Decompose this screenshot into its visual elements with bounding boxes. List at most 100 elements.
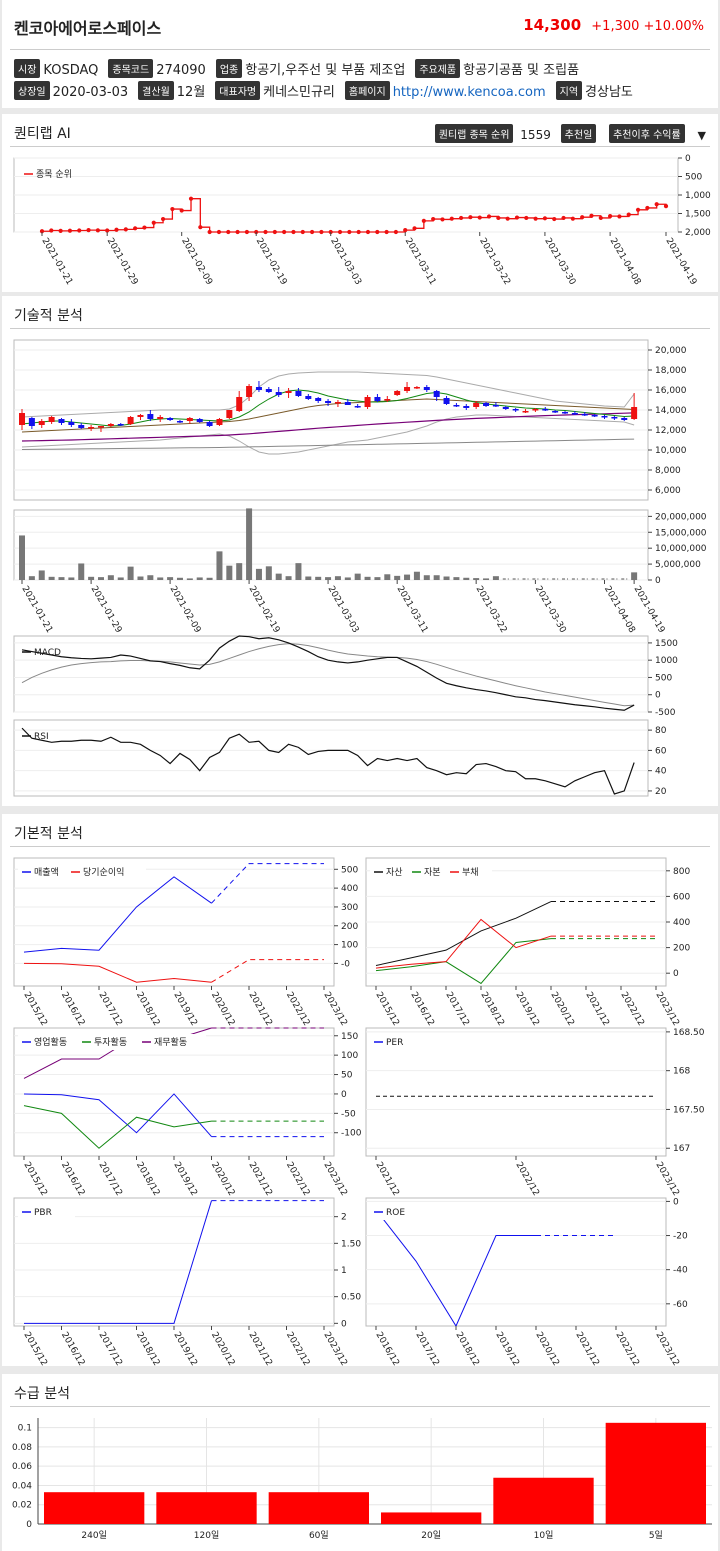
x-tick-label: 2023/12 [321,991,348,1028]
ma120-line [21,438,635,450]
rank-point [58,228,63,233]
y-tick-label: 100 [341,941,358,951]
rank-point [393,229,399,235]
legend-label: 자산 [386,867,403,878]
x-tick-label: 2019/12 [171,991,198,1028]
y-tick-label: 0.08 [12,1443,32,1453]
candle-body [492,405,499,407]
rank-point [356,229,361,235]
y-tick-label: 300 [341,903,358,913]
rank-point [459,215,464,221]
rank-point [635,207,641,212]
candle-body [305,396,312,399]
price-box: 14,300 +1,300 +10.00% [523,16,704,34]
series-line [23,876,212,953]
rank-point [514,215,520,220]
candle-body [137,415,144,417]
series-forecast-line [211,959,324,983]
candle-body [621,418,628,420]
rank-point [375,229,380,235]
volume-bar [285,576,292,580]
rank-point [384,229,389,235]
rank-point [123,227,128,232]
info-tag: 상장일 [14,81,50,100]
legend-label: 재무활동 [154,1036,187,1048]
x-tick-label: 2017/12 [96,1161,123,1198]
candle-body [413,387,420,389]
rank-point [179,208,184,213]
rank-point [542,216,548,221]
y-tick-label: -100 [341,1129,362,1139]
x-tick-label: 2023/12 [653,991,680,1028]
rank-point [244,229,249,235]
volume-bar [483,578,490,580]
info-value: 12월 [176,85,206,100]
volume-bar [423,575,430,580]
y-tick-label: 0 [341,1319,347,1329]
candle-body [374,397,381,401]
candle-body [295,391,302,396]
x-tick-label: 2017/12 [96,1331,123,1367]
supply-bar [381,1512,482,1524]
rank-point [533,216,538,221]
x-tick-label: 2016/12 [59,1161,86,1198]
info-value: 2020-03-03 [52,85,129,100]
rank-point [440,217,445,222]
volume-bar [433,575,440,580]
x-tick-label: 2018/12 [134,991,161,1028]
volume-bar [354,573,361,580]
x-tick-label: 2020/12 [533,1331,560,1367]
candle-body [167,418,174,420]
y-tick-label: 1 [341,1266,347,1276]
candle-body [542,409,549,411]
volume-bar [325,577,332,580]
price-change: +1,300 [591,19,640,34]
rank-point [580,215,585,220]
info-row-2: 상장일 2020-03-03 결산월 12월 대표자명 케네스민규리 홈페이지 http://… [14,81,643,100]
x-tick-label: 2021-03-03 [328,237,363,287]
candle-body [344,402,351,405]
volume-bar [206,577,213,580]
homepage-link[interactable]: http://www.kencoa.com [392,85,546,100]
rank-point [645,205,650,211]
x-tick-label: 2021-04-08 [602,585,637,636]
y-tick-label: 20 [655,787,667,797]
candle-body [562,412,569,414]
candle-body [117,424,124,426]
legend-label: RSI [34,732,49,742]
y-tick-label: 0.02 [12,1501,32,1511]
volume-bar [236,563,243,580]
rank-point [263,229,268,235]
x-tick-label: 2023/12 [321,1161,348,1198]
x-tick-label: 2019/12 [171,1331,198,1367]
x-tick-label: 2021-03-03 [325,585,360,635]
rank-point [95,228,100,233]
x-tick-label: 2023/12 [653,1331,680,1367]
y-tick-label: 60 [655,746,667,756]
volume-bar [38,570,45,580]
candle-body [384,399,391,401]
rank-point [282,229,287,235]
rank-point [235,229,240,235]
volume-bar [226,565,233,580]
candle-body [591,415,598,417]
candle-body [532,409,539,411]
x-tick-label: 10일 [534,1530,554,1541]
volume-bar [97,577,104,580]
candle-body [354,406,361,408]
candle-body [483,403,490,406]
rank-point [412,226,417,231]
x-tick-label: 2023/12 [321,1331,348,1367]
x-tick-label: 2018/12 [134,1161,161,1198]
current-price: 14,300 [523,16,582,34]
caret-down-icon[interactable]: ▼ [697,129,706,142]
candle-body [433,391,440,397]
candle-body [107,424,114,426]
y-tick-label: 167 [673,1144,690,1154]
volume-bar [364,576,371,580]
rec-return-label: 추천이후 수익률 [609,124,685,143]
candle-body [404,387,411,391]
x-tick-label: 2021-03-11 [395,585,430,635]
rank-point [188,196,194,201]
